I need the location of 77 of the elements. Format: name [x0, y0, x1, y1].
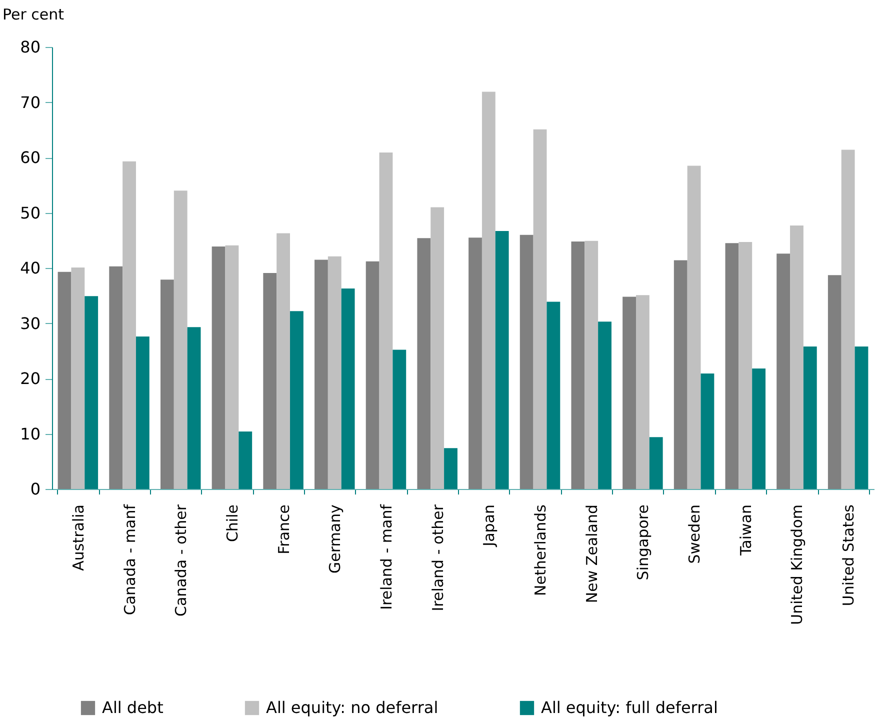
y-tick-label: 30	[20, 314, 40, 333]
x-tick-label: New Zealand	[582, 504, 601, 604]
bar	[109, 266, 123, 489]
x-tick-label: Germany	[326, 504, 344, 574]
bar	[225, 245, 239, 489]
x-tick-label: United States	[840, 504, 858, 606]
bar	[482, 92, 496, 489]
bar	[71, 267, 85, 489]
bar	[212, 246, 226, 489]
bar	[187, 327, 201, 489]
x-tick-label: France	[274, 504, 293, 554]
bar	[636, 295, 650, 489]
bar	[84, 296, 98, 489]
y-tick-label: 20	[20, 369, 40, 388]
bar	[687, 166, 701, 489]
bar	[790, 225, 804, 489]
bar	[366, 261, 380, 489]
x-tick-label: United Kingdom	[788, 504, 806, 625]
x-tick-label: Netherlands	[532, 504, 550, 596]
y-tick-label: 10	[20, 424, 40, 444]
bar	[238, 432, 252, 489]
x-tick-label: Canada - manf	[120, 504, 139, 616]
x-tick-label: Ireland - manf	[377, 504, 396, 610]
bar	[841, 150, 855, 489]
bar	[444, 448, 458, 489]
bar	[649, 437, 663, 489]
bar	[546, 302, 560, 489]
bar	[700, 374, 714, 489]
bar	[58, 272, 72, 489]
bar	[725, 243, 739, 489]
x-tick-label: Singapore	[634, 504, 652, 580]
x-tick-label: Ireland - other	[428, 504, 447, 612]
bar	[674, 260, 688, 489]
bar	[392, 350, 406, 489]
y-axis-title: Per cent	[2, 6, 64, 24]
bar	[276, 233, 290, 489]
bar	[417, 238, 431, 489]
x-tick-label: Chile	[223, 504, 242, 542]
bar	[598, 322, 612, 489]
y-tick-label: 70	[20, 92, 40, 112]
bar	[328, 256, 342, 489]
bar	[776, 254, 790, 489]
bar	[430, 207, 444, 489]
x-tick-label: Taiwan	[736, 504, 755, 557]
bar	[290, 311, 304, 489]
bar	[468, 238, 482, 489]
bar	[495, 230, 509, 489]
x-tick-label: Australia	[69, 504, 88, 571]
bar	[828, 275, 842, 489]
bar	[174, 190, 188, 489]
bar	[136, 336, 150, 489]
y-tick-label: 0	[30, 480, 40, 498]
bar	[738, 242, 752, 489]
bar	[584, 240, 598, 489]
bar	[533, 129, 547, 489]
legend-label: All debt	[102, 698, 164, 717]
bar	[520, 234, 534, 489]
bar	[122, 161, 136, 489]
bar	[854, 346, 868, 489]
bar	[571, 241, 585, 489]
x-tick-label: Japan	[480, 504, 498, 548]
y-tick-label: 80	[20, 38, 40, 56]
bar	[341, 288, 355, 489]
bar	[160, 280, 174, 489]
y-tick-label: 60	[20, 148, 40, 167]
x-tick-label: Canada - other	[172, 504, 190, 616]
legend-label: All equity: no deferral	[266, 698, 438, 717]
y-tick-label: 50	[20, 203, 40, 222]
x-tick-label: Sweden	[686, 504, 704, 564]
bar	[263, 272, 277, 489]
bar	[752, 368, 766, 489]
bar	[379, 152, 393, 489]
y-tick-label: 40	[20, 258, 40, 278]
legend-label: All equity: full deferral	[541, 698, 718, 717]
bar	[803, 346, 817, 489]
bar	[314, 260, 328, 489]
bar	[622, 296, 636, 489]
